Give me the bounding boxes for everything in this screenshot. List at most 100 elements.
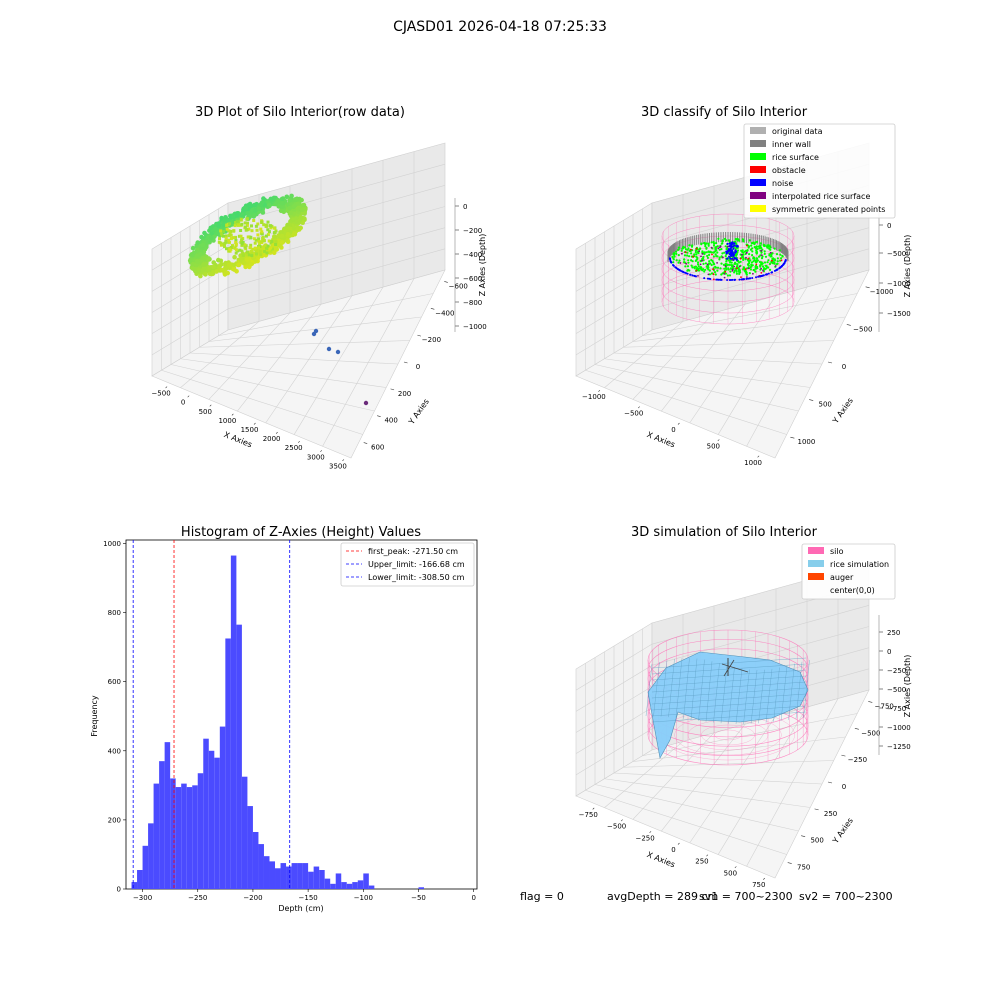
classified-point <box>698 250 700 253</box>
rice-point <box>259 227 263 231</box>
rice-mesh-line <box>653 662 660 717</box>
rice-mesh-line <box>651 693 807 705</box>
rice-point <box>246 235 250 239</box>
rice-surface-point <box>691 244 694 247</box>
p4-grid-floor-x <box>642 713 858 757</box>
hist-bar <box>263 856 270 889</box>
noise-point <box>743 278 746 281</box>
rice-point <box>238 248 242 252</box>
rice-surface-point <box>749 248 753 251</box>
rice-point <box>265 251 269 255</box>
p1-grid-left-h <box>151 266 229 313</box>
p1-y-tick-mark <box>403 361 408 364</box>
rice-point <box>237 234 241 238</box>
rice-point <box>239 229 243 232</box>
rice-surface-point <box>694 251 697 254</box>
noise-point <box>728 279 731 281</box>
p2-x-tick-label: 1000 <box>744 459 762 467</box>
rice-point <box>195 259 200 265</box>
p2-y-tick-mark <box>827 361 833 364</box>
rice-surface-point <box>704 268 707 271</box>
hist-bar <box>153 783 160 889</box>
rice-point <box>227 229 231 233</box>
rice-point <box>301 202 307 208</box>
p2-y-tick-mark <box>865 286 870 289</box>
noise-point <box>669 257 671 260</box>
p1-x-tick-mark <box>275 431 278 434</box>
rice-point <box>190 266 196 271</box>
rice-point <box>266 233 270 237</box>
hist-bar <box>346 883 353 889</box>
rice-point <box>236 262 241 268</box>
hist-bar <box>335 873 342 889</box>
plot-classify-zlabel: Z Axies (Depth) <box>903 235 912 298</box>
rice-mesh-line <box>651 675 807 687</box>
hist-y-tick-label: 0 <box>117 886 121 894</box>
p2-legend-label: interpolated rice surface <box>772 192 870 201</box>
p4-grid-floor-y <box>604 741 684 808</box>
rice-surface-point <box>755 240 759 243</box>
rice-point <box>240 242 244 246</box>
p2-legend-label: obstacle <box>772 166 806 175</box>
rice-point <box>223 265 229 271</box>
p2-y-tick-label: −1000 <box>870 288 894 296</box>
rice-surface-point <box>702 257 705 260</box>
rice-point <box>298 215 304 220</box>
rice-point <box>227 234 231 238</box>
rice-point <box>223 244 226 248</box>
noise-point <box>686 272 689 275</box>
rice-point <box>222 242 226 246</box>
rice-surface-point <box>714 273 717 276</box>
classified-point <box>681 252 683 255</box>
rice-surface-point <box>710 241 713 244</box>
rice-surface-point <box>716 251 719 254</box>
noise-point <box>728 255 731 258</box>
rice-point <box>256 233 260 237</box>
rice-surface-point <box>749 268 753 271</box>
rice-point <box>294 216 299 221</box>
p1-z-tick-label: −400 <box>463 251 482 259</box>
rice-point <box>265 224 269 228</box>
rice-surface-point <box>729 261 732 264</box>
p1-y-tick-mark <box>377 415 381 418</box>
rice-surface-point <box>736 249 740 252</box>
rice-point <box>196 268 201 273</box>
noise-point <box>728 252 731 256</box>
p4-y-tick-mark <box>854 727 859 730</box>
rice-point <box>267 230 271 234</box>
rice-point <box>241 253 245 257</box>
noise-point <box>693 274 696 277</box>
p4-x-tick-label: −750 <box>579 811 598 819</box>
noise-point <box>775 268 778 271</box>
rice-surface-point <box>716 255 719 258</box>
p4-y-tick-label: 250 <box>824 810 837 818</box>
p4-y-tick-label: 750 <box>797 864 810 872</box>
noise-point <box>675 267 678 270</box>
rice-surface-point <box>682 246 685 250</box>
p4-grid-floor-x <box>585 789 787 855</box>
rice-surface-point <box>761 262 764 265</box>
rice-surface-point <box>766 266 769 269</box>
rice-point <box>198 273 203 279</box>
p1-grid-right-h <box>227 185 446 246</box>
rice-point <box>201 266 207 271</box>
classified-point <box>752 272 754 275</box>
hist-bar <box>247 806 253 889</box>
rice-point <box>234 248 238 252</box>
p1-x-tick-label: 500 <box>199 408 212 416</box>
rice-point <box>250 252 254 256</box>
classified-point <box>713 278 715 281</box>
rice-surface-point <box>751 254 754 257</box>
rice-point <box>243 225 247 229</box>
hist-legend-label: Upper_limit: -166.68 cm <box>368 560 465 569</box>
p2-legend-swatch <box>750 140 766 147</box>
hist-bar <box>181 783 187 889</box>
rice-point <box>229 245 233 249</box>
hist-legend: first_peak: -271.50 cm Upper_limit: -166.… <box>340 542 475 587</box>
p4-y-tick-label: −250 <box>848 756 867 764</box>
hist-bar <box>192 785 198 889</box>
p1-x-tick-label: 1500 <box>241 426 259 434</box>
rice-point <box>260 210 266 215</box>
p2-grid-left-h <box>575 287 653 334</box>
rice-surface-point <box>716 269 719 272</box>
